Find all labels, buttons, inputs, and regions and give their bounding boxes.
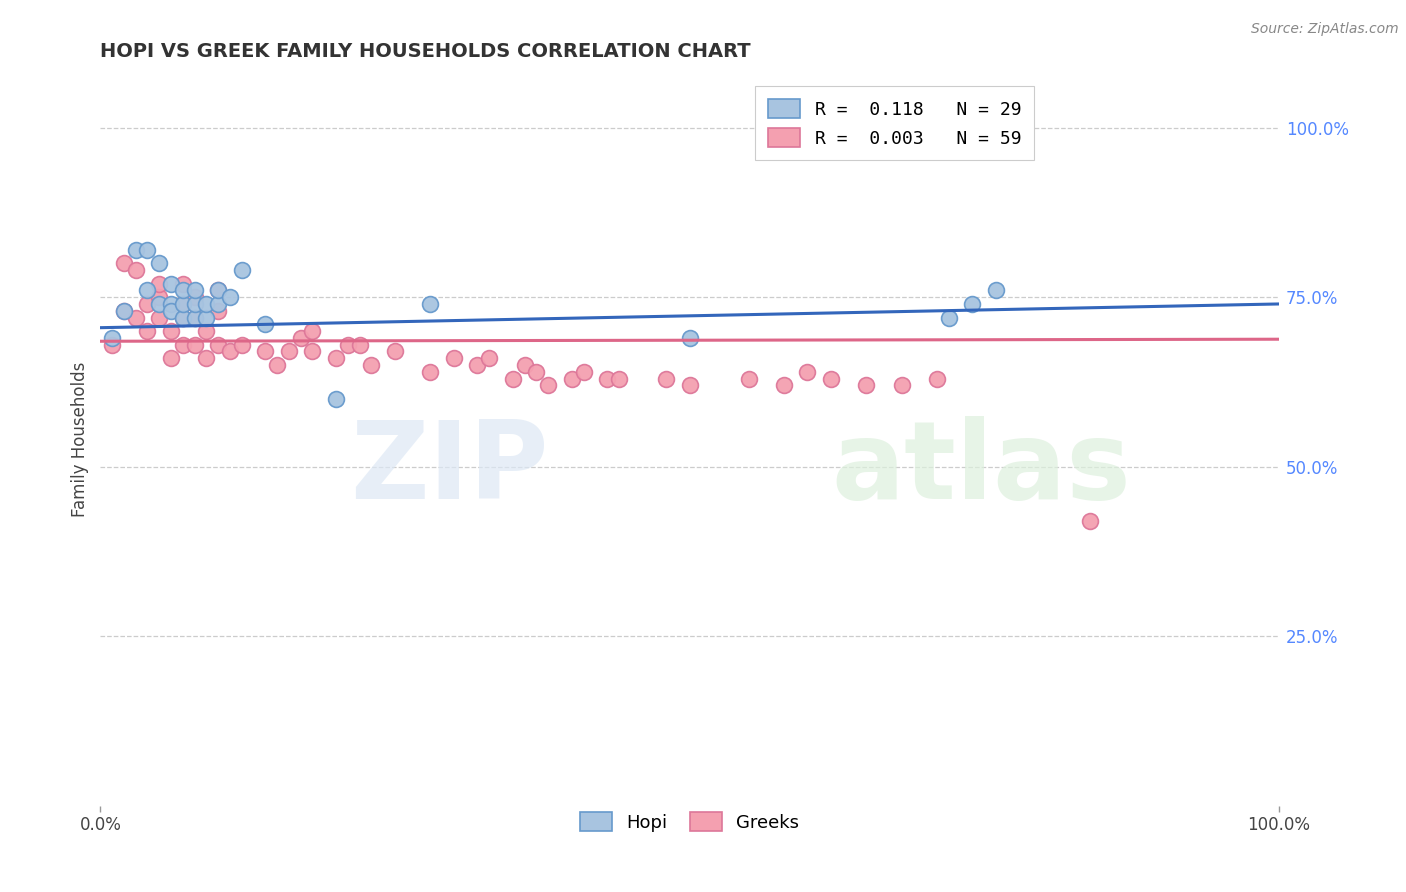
Point — [254, 344, 277, 359]
Point — [962, 297, 984, 311]
Point — [136, 324, 159, 338]
Point — [254, 318, 277, 332]
Point — [655, 371, 678, 385]
Text: atlas: atlas — [831, 416, 1130, 522]
Point — [384, 344, 406, 359]
Point — [231, 263, 253, 277]
Point — [572, 365, 595, 379]
Point — [195, 310, 218, 325]
Point — [136, 284, 159, 298]
Point — [112, 303, 135, 318]
Point — [855, 378, 877, 392]
Point — [467, 358, 489, 372]
Point — [172, 297, 194, 311]
Point — [207, 297, 229, 311]
Point — [183, 290, 205, 304]
Point — [820, 371, 842, 385]
Point — [160, 297, 183, 311]
Point — [478, 351, 501, 366]
Point — [136, 243, 159, 257]
Point — [160, 303, 183, 318]
Point — [183, 310, 205, 325]
Point — [125, 243, 148, 257]
Point — [207, 337, 229, 351]
Point — [231, 337, 253, 351]
Point — [136, 297, 159, 311]
Point — [737, 371, 759, 385]
Legend: Hopi, Greeks: Hopi, Greeks — [567, 799, 813, 844]
Point — [537, 378, 560, 392]
Point — [207, 303, 229, 318]
Text: Source: ZipAtlas.com: Source: ZipAtlas.com — [1251, 22, 1399, 37]
Point — [183, 297, 205, 311]
Point — [325, 392, 347, 406]
Point — [927, 371, 949, 385]
Text: ZIP: ZIP — [350, 416, 548, 522]
Point — [890, 378, 912, 392]
Point — [513, 358, 536, 372]
Point — [301, 344, 323, 359]
Point — [290, 331, 312, 345]
Point — [349, 337, 371, 351]
Point — [172, 277, 194, 291]
Point — [1078, 514, 1101, 528]
Point — [101, 331, 124, 345]
Point — [502, 371, 524, 385]
Point — [148, 310, 170, 325]
Point — [183, 337, 205, 351]
Point — [183, 284, 205, 298]
Text: HOPI VS GREEK FAMILY HOUSEHOLDS CORRELATION CHART: HOPI VS GREEK FAMILY HOUSEHOLDS CORRELAT… — [100, 42, 751, 61]
Point — [101, 337, 124, 351]
Point — [773, 378, 796, 392]
Point — [596, 371, 619, 385]
Point — [325, 351, 347, 366]
Point — [219, 290, 242, 304]
Point — [607, 371, 630, 385]
Point — [419, 365, 441, 379]
Point — [207, 284, 229, 298]
Point — [219, 344, 242, 359]
Point — [195, 351, 218, 366]
Point — [160, 277, 183, 291]
Point — [678, 331, 700, 345]
Point — [112, 303, 135, 318]
Point — [360, 358, 382, 372]
Point — [336, 337, 359, 351]
Point — [172, 284, 194, 298]
Point — [938, 310, 960, 325]
Point — [419, 297, 441, 311]
Point — [160, 324, 183, 338]
Point — [112, 256, 135, 270]
Point — [678, 378, 700, 392]
Point — [148, 256, 170, 270]
Point — [172, 310, 194, 325]
Point — [195, 324, 218, 338]
Point — [301, 324, 323, 338]
Point — [148, 290, 170, 304]
Point — [183, 310, 205, 325]
Point — [796, 365, 818, 379]
Point — [266, 358, 288, 372]
Point — [984, 284, 1007, 298]
Point — [148, 277, 170, 291]
Point — [125, 263, 148, 277]
Point — [125, 310, 148, 325]
Y-axis label: Family Households: Family Households — [72, 362, 89, 517]
Point — [443, 351, 465, 366]
Point — [277, 344, 299, 359]
Point — [172, 297, 194, 311]
Point — [561, 371, 583, 385]
Point — [195, 297, 218, 311]
Point — [526, 365, 548, 379]
Point — [172, 310, 194, 325]
Point — [172, 337, 194, 351]
Point — [148, 297, 170, 311]
Point — [160, 351, 183, 366]
Point — [207, 284, 229, 298]
